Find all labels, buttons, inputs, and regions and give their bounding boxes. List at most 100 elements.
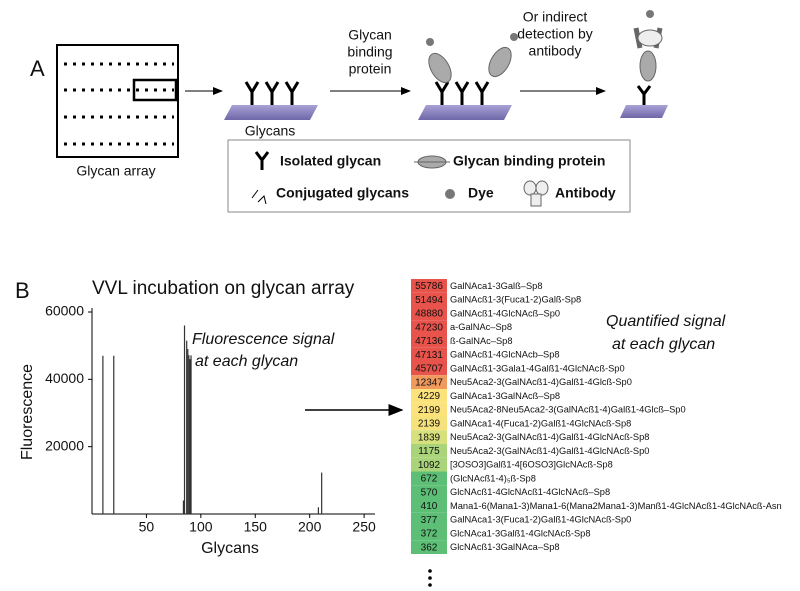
legend-box xyxy=(227,139,631,213)
array-highlight xyxy=(132,78,178,102)
x-tick-label: 100 xyxy=(189,519,213,535)
row-color xyxy=(411,320,447,334)
row-glycan: Neu5Aca2-8Neu5Aca2-3(GalNAcß1-4)Galß1-4G… xyxy=(450,405,686,415)
row-glycan: a-GalNAc–Sp8 xyxy=(450,322,512,332)
step1-line: binding xyxy=(347,44,392,60)
y-tick-label: 60000 xyxy=(45,303,84,319)
x-tick-label: 50 xyxy=(139,519,155,535)
annotation: Fluorescence signal xyxy=(192,331,335,348)
row-glycan: GalNAcß1-3(Fuca1-2)Galß-Sp8 xyxy=(450,295,581,305)
bar xyxy=(113,355,115,514)
bar xyxy=(317,507,319,514)
row-glycan: GalNAcß1-3Gala1-4Galß1-4GlcNAcß-Sp0 xyxy=(450,363,625,373)
row-color xyxy=(411,306,447,321)
row-value: 47136 xyxy=(415,336,443,347)
x-tick-label: 200 xyxy=(298,519,322,535)
row-value: 47131 xyxy=(415,350,443,361)
row-glycan: GalNAca1-3(Fuca1-2)Galß1-4GlcNAcß-Sp0 xyxy=(450,515,631,525)
bar xyxy=(190,355,192,514)
table-title: Quantified signal xyxy=(606,313,726,330)
row-value: 570 xyxy=(421,487,438,498)
row-value: 55786 xyxy=(415,281,443,292)
step2-line: detection by xyxy=(517,26,593,42)
row-color xyxy=(411,430,447,444)
panel-label: B xyxy=(15,278,30,303)
row-glycan: GlcNAca1-3Galß1-4GlcNAcß-Sp8 xyxy=(450,528,591,538)
row-color xyxy=(411,292,447,307)
y-axis-label: Fluorescence xyxy=(19,364,36,460)
step2-line: Or indirect xyxy=(523,9,588,25)
row-glycan: GalNAca1-3Galß–Sp8 xyxy=(450,281,543,291)
row-color xyxy=(411,471,447,486)
step1-line: Glycan xyxy=(348,27,392,43)
row-value: 362 xyxy=(421,542,438,553)
table-title: at each glycan xyxy=(612,336,715,353)
row-color xyxy=(411,540,447,554)
row-color xyxy=(411,416,447,431)
row-color xyxy=(411,347,447,362)
row-glycan: Neu5Aca2-3(GalNAcß1-4)Galß1-4Glcß-Sp0 xyxy=(450,377,632,387)
row-glycan: GalNAca1-3GalNAcß–Sp8 xyxy=(450,391,560,401)
step2-line: antibody xyxy=(529,43,582,59)
row-value: 48880 xyxy=(415,309,443,320)
row-glycan: GlcNAcß1-4GlcNAcß1-4GlcNAcß–Sp8 xyxy=(450,487,610,497)
glycan-slide xyxy=(224,81,318,120)
bar xyxy=(186,340,188,514)
row-glycan: GalNAca1-4(Fuca1-2)Galß1-4GlcNAcß-Sp8 xyxy=(450,418,631,428)
legend-label: Glycan binding protein xyxy=(453,153,605,169)
row-color xyxy=(411,389,447,403)
legend-label: Isolated glycan xyxy=(280,153,381,169)
legend-label: Antibody xyxy=(555,185,616,201)
row-value: 1839 xyxy=(418,432,441,443)
row-value: 4229 xyxy=(418,391,441,402)
row-color xyxy=(411,444,447,458)
row-color xyxy=(411,375,447,389)
annotation: at each glycan xyxy=(195,353,298,370)
row-glycan: ß-GalNAc–Sp8 xyxy=(450,336,513,346)
row-value: 47230 xyxy=(415,322,443,333)
row-glycan: (GlcNAcß1-4)₅ß-Sp8 xyxy=(450,473,536,483)
glycans-label: Glycans xyxy=(245,123,296,139)
row-value: 410 xyxy=(421,501,438,512)
array-dots xyxy=(64,62,174,146)
protein-slide xyxy=(418,33,518,120)
bar xyxy=(187,349,189,514)
row-glycan: Neu5Aca2-3(GalNAcß1-4)Galß1-4GlcNAcß-Sp0 xyxy=(450,446,649,456)
row-glycan: GalNAcß1-4GlcNAcß–Sp0 xyxy=(450,308,560,318)
bar xyxy=(188,355,190,514)
row-value: 1175 xyxy=(418,446,440,457)
row-glycan: GlcNAcß1-3GalNAca–Sp8 xyxy=(450,542,560,552)
row-glycan: [3OSO3]Galß1-4[6OSO3]GlcNAcß-Sp8 xyxy=(450,460,613,470)
row-value: 1092 xyxy=(418,460,441,471)
antibody-slide xyxy=(620,10,668,118)
legend-icon xyxy=(445,189,455,199)
legend-icon xyxy=(523,180,549,207)
row-glycan: Mana1-6(Mana1-3)Mana1-6(Mana2Mana1-3)Man… xyxy=(450,501,782,511)
row-value: 2199 xyxy=(418,405,441,416)
legend-icon xyxy=(254,151,270,170)
bar xyxy=(183,325,186,514)
ellipsis xyxy=(428,569,432,587)
row-color xyxy=(411,499,447,513)
row-color xyxy=(411,361,447,376)
row-color xyxy=(411,457,447,472)
row-value: 12347 xyxy=(415,377,443,388)
row-value: 372 xyxy=(421,529,438,540)
row-color xyxy=(411,279,447,293)
bar xyxy=(102,355,104,514)
step1-line: protein xyxy=(349,61,392,77)
legend-label: Dye xyxy=(468,185,494,201)
panel-label: A xyxy=(30,56,45,81)
row-color xyxy=(411,485,447,499)
row-value: 377 xyxy=(421,515,438,526)
row-value: 45707 xyxy=(415,364,443,375)
row-value: 51494 xyxy=(415,295,443,306)
row-glycan: Neu5Aca2-3(GalNAcß1-4)Galß1-4GlcNAcß-Sp8 xyxy=(450,432,649,442)
row-color xyxy=(411,334,447,348)
row-color xyxy=(411,402,447,417)
y-tick-label: 40000 xyxy=(45,370,84,386)
legend-icon xyxy=(251,189,267,205)
x-tick-label: 150 xyxy=(244,519,268,535)
